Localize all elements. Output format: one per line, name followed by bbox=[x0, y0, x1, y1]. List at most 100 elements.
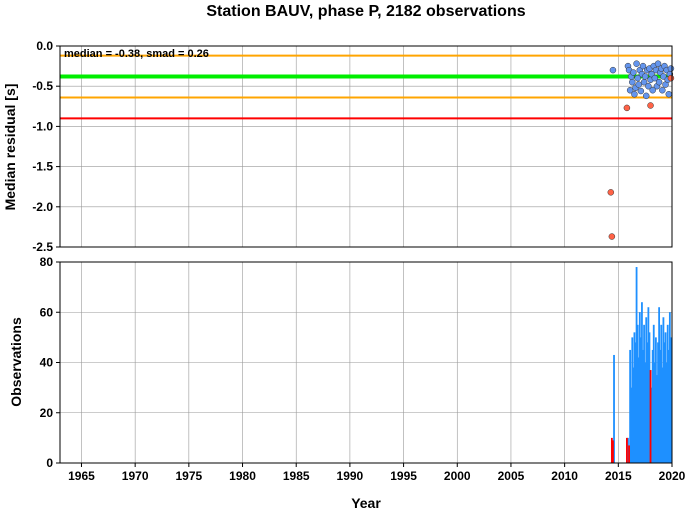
observation-bar bbox=[658, 307, 661, 463]
observation-bar bbox=[656, 375, 658, 463]
observation-bar bbox=[663, 342, 666, 463]
x-tick-label: 2020 bbox=[659, 469, 686, 483]
residual-point bbox=[665, 90, 673, 98]
residual-point bbox=[629, 78, 636, 86]
residual-point bbox=[607, 189, 615, 196]
residual-point bbox=[641, 73, 649, 80]
observation-bar bbox=[645, 317, 648, 463]
x-tick-label: 1980 bbox=[229, 469, 256, 483]
residual-point bbox=[651, 74, 659, 82]
observations-panel: 0 20 40 60 80 1965 1970 1975 1980 1985 1990 1995 20… bbox=[8, 255, 686, 511]
residual-y-tick-label: -1.0 bbox=[32, 119, 53, 133]
residual-point bbox=[634, 74, 641, 82]
observation-bar bbox=[636, 324, 639, 463]
x-axis-label: Year bbox=[351, 495, 381, 511]
residual-point bbox=[660, 73, 667, 80]
residual-y-tick-label: -1.5 bbox=[32, 160, 53, 174]
observation-bar bbox=[668, 312, 671, 463]
observation-bar bbox=[667, 349, 670, 463]
residual-point bbox=[667, 74, 675, 82]
observation-bar bbox=[648, 332, 651, 463]
observation-bar bbox=[629, 349, 632, 463]
observation-bar bbox=[627, 437, 629, 463]
observation-bar bbox=[643, 324, 645, 463]
observations-y-tick-label: 0 bbox=[46, 456, 53, 470]
observations-y-tick-label: 80 bbox=[40, 255, 54, 269]
residual-point bbox=[609, 66, 617, 74]
residual-point bbox=[633, 60, 640, 67]
residual-point bbox=[630, 69, 637, 76]
residual-point bbox=[667, 65, 675, 72]
observations-y-tick-label: 40 bbox=[40, 356, 54, 370]
observation-bar bbox=[670, 337, 672, 463]
observation-bar bbox=[630, 387, 633, 463]
residual-y-ticks: 0.0 -0.5 -1.0 -1.5 -2.0 -2.5 bbox=[32, 39, 60, 254]
observation-bar bbox=[612, 440, 614, 463]
observation-bar bbox=[626, 437, 628, 463]
observation-bar bbox=[657, 342, 659, 463]
residual-frame bbox=[59, 45, 673, 248]
observation-bar bbox=[662, 317, 665, 463]
residual-point bbox=[654, 60, 662, 67]
x-tick-label: 2010 bbox=[551, 469, 578, 483]
residual-point bbox=[631, 90, 638, 98]
residual-y-tick-label: -2.5 bbox=[32, 240, 53, 254]
observation-bar bbox=[654, 337, 657, 463]
observation-bar bbox=[653, 362, 656, 463]
x-tick-label: 1970 bbox=[122, 469, 149, 483]
observation-bar bbox=[633, 332, 636, 463]
observation-bar bbox=[647, 307, 650, 463]
observation-bar bbox=[631, 337, 634, 463]
x-tick-label: 1985 bbox=[283, 469, 310, 483]
observation-bar bbox=[664, 332, 667, 463]
residual-point bbox=[637, 87, 645, 95]
residual-point bbox=[647, 102, 654, 109]
observation-bar bbox=[610, 437, 613, 463]
observation-bar bbox=[634, 342, 637, 463]
residual-point bbox=[626, 86, 634, 94]
observation-bar bbox=[652, 324, 655, 463]
observation-bar bbox=[665, 362, 668, 463]
observation-bar bbox=[613, 354, 615, 463]
residual-point bbox=[649, 86, 656, 94]
residual-points bbox=[607, 60, 675, 240]
observation-bar bbox=[635, 267, 638, 463]
observation-bar bbox=[639, 337, 642, 463]
observation-bars bbox=[610, 267, 672, 463]
observation-bar bbox=[637, 357, 640, 463]
residual-point bbox=[645, 82, 652, 90]
observation-bar bbox=[651, 349, 654, 463]
observation-bar bbox=[632, 367, 635, 463]
x-tick-label: 2005 bbox=[498, 469, 525, 483]
x-tick-label: 1975 bbox=[175, 469, 202, 483]
residual-y-tick-label: -2.0 bbox=[32, 200, 53, 214]
x-tick-label: 1990 bbox=[337, 469, 364, 483]
observations-x-ticks: 1965 1970 1975 1980 1985 1990 1995 2000 2005 2010… bbox=[68, 463, 686, 483]
observation-bar bbox=[628, 445, 630, 463]
x-tick-label: 1965 bbox=[68, 469, 95, 483]
residual-point bbox=[655, 78, 663, 86]
median-smad-annotation: median = -0.38, smad = 0.26 bbox=[64, 48, 209, 60]
observation-bar bbox=[649, 370, 652, 463]
observation-bar bbox=[661, 367, 664, 463]
x-tick-label: 1995 bbox=[390, 469, 417, 483]
observation-bar bbox=[660, 324, 663, 463]
observations-y-tick-label: 60 bbox=[40, 305, 54, 319]
residual-point bbox=[635, 81, 642, 88]
observation-bar bbox=[638, 312, 641, 463]
residual-point bbox=[608, 233, 616, 240]
residual-y-tick-label: 0.0 bbox=[36, 39, 53, 53]
residual-panel: 0.0 -0.5 -1.0 -1.5 -2.0 -2.5 median = -0.38, … bbox=[2, 39, 675, 254]
observation-bar bbox=[646, 342, 649, 463]
observation-bar bbox=[642, 349, 644, 463]
residual-point bbox=[639, 62, 647, 70]
observation-bar bbox=[641, 302, 643, 463]
residual-point bbox=[623, 104, 631, 112]
residual-point bbox=[659, 86, 666, 94]
x-tick-label: 2000 bbox=[444, 469, 471, 483]
observation-bar bbox=[666, 324, 669, 463]
chart-title: Station BAUV, phase P, 2182 observations bbox=[206, 3, 525, 20]
residual-point bbox=[642, 92, 650, 100]
